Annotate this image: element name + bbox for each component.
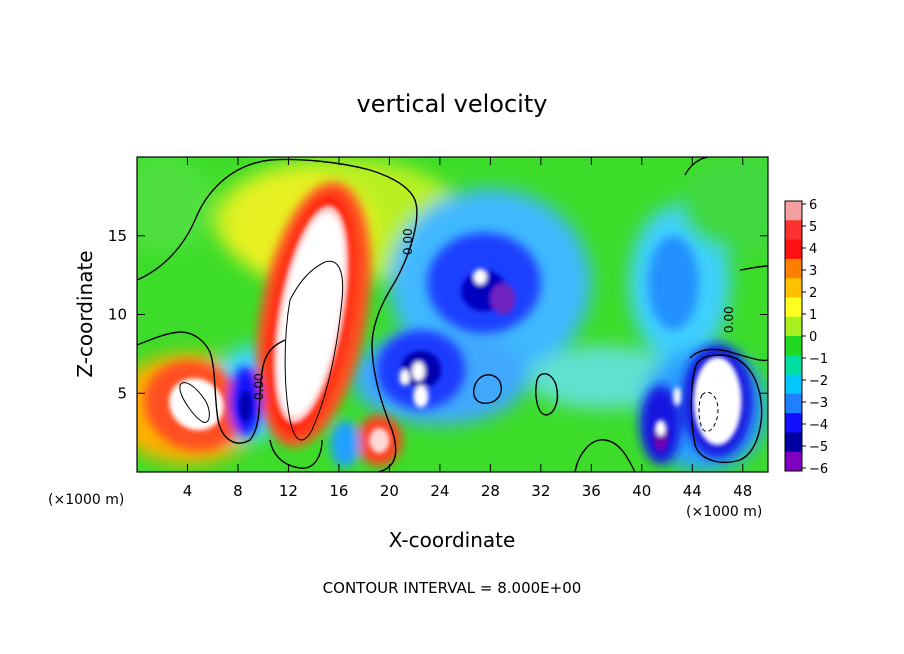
x-tick-label: 20	[380, 482, 399, 500]
field-blob	[169, 378, 224, 431]
colorbar-swatch	[785, 239, 802, 260]
field-blob	[693, 357, 742, 446]
colorbar-swatch	[785, 355, 802, 376]
contour-interval-note: CONTOUR INTERVAL = 8.000E+00	[323, 579, 582, 597]
contour-label-1: 0.00	[401, 228, 415, 255]
plot-area	[137, 157, 768, 472]
x-tick-label: 36	[582, 482, 601, 500]
field-blob	[490, 283, 516, 315]
contour-line	[137, 331, 286, 444]
colorbar-swatch	[785, 258, 802, 279]
x-unit-left: (×1000 m)	[48, 492, 124, 508]
contour-line	[739, 265, 768, 271]
x-tick-label: 4	[183, 482, 193, 500]
x-unit-right: (×1000 m)	[686, 504, 762, 520]
colorbar-label: −2	[809, 374, 828, 389]
chart-title: vertical velocity	[357, 90, 548, 118]
x-tick-label: 48	[733, 482, 752, 500]
x-tick-label: 24	[430, 482, 449, 500]
colorbar-label: 0	[809, 330, 817, 345]
colorbar-label: −1	[809, 352, 828, 367]
contour-line	[535, 373, 559, 416]
field-blob	[330, 420, 361, 468]
colorbar-swatch	[785, 220, 802, 241]
contour-line	[698, 391, 719, 432]
colorbar-swatch	[785, 201, 802, 221]
colorbar-swatch	[785, 316, 802, 337]
field-blob	[413, 385, 429, 408]
field-blob	[679, 157, 768, 252]
contour-line	[473, 374, 502, 404]
contour-label-2: 0.00	[252, 373, 266, 400]
colorbar-label: −3	[809, 396, 828, 411]
x-tick-label: 44	[683, 482, 702, 500]
field-core-layer	[169, 205, 742, 454]
contour-line	[137, 158, 418, 472]
colorbar-label: 1	[809, 308, 817, 323]
y-tick-label: 15	[108, 227, 127, 245]
colorbar-swatch	[785, 336, 802, 356]
contour-line	[574, 439, 636, 472]
contour-line	[179, 382, 210, 423]
colorbar-label: 5	[809, 220, 817, 235]
field-blob	[399, 369, 410, 386]
contour-label-3: 0.00	[722, 306, 736, 333]
x-tick-label: 28	[481, 482, 500, 500]
colorbar-label: 2	[809, 286, 817, 301]
colorbar-label: 3	[809, 264, 817, 279]
field-blob	[369, 427, 390, 454]
x-tick-label: 8	[233, 482, 243, 500]
field-blob	[412, 361, 425, 381]
field-blob	[655, 420, 666, 436]
colorbar: 6 5 4 3 2 1 0 −1 −2 −3 −4 −5 −6	[784, 198, 828, 477]
x-tick-label: 12	[279, 482, 298, 500]
y-axis-label: Z-coordinate	[73, 250, 97, 377]
colorbar-swatch	[785, 393, 802, 414]
field-blob	[278, 213, 344, 416]
x-tick-label: 32	[531, 482, 550, 500]
colorbar-swatch	[785, 297, 802, 318]
contour-labels: 0.00 0.00 0.00	[252, 228, 736, 400]
contour-line	[284, 260, 344, 441]
colorbar-swatch	[785, 374, 802, 395]
x-tick-label: 16	[329, 482, 348, 500]
colorbar-label: −5	[809, 440, 828, 455]
contour-line	[269, 439, 323, 469]
colorbar-swatch	[785, 432, 802, 453]
field-blob	[473, 268, 487, 285]
contour-line	[690, 354, 763, 463]
colorbar-label: 6	[809, 198, 817, 213]
colorbar-label: 4	[809, 242, 817, 257]
y-axis: 5 10 15	[108, 227, 768, 402]
x-axis-label: X-coordinate	[389, 528, 516, 552]
colorbar-swatch	[785, 278, 802, 298]
y-tick-label: 10	[108, 306, 127, 324]
field-blob	[528, 346, 680, 409]
x-tick-label: 40	[632, 482, 651, 500]
colorbar-label: −4	[809, 418, 828, 433]
vertical-velocity-field	[137, 157, 768, 472]
zero-contours	[137, 157, 768, 472]
colorbar-swatch	[785, 451, 802, 472]
field-blob	[239, 390, 252, 422]
field-blob	[673, 386, 681, 406]
field-blob	[137, 157, 213, 252]
x-axis: 4 8 12 16 20 24 28 32 36 40 44 48	[183, 157, 752, 500]
colorbar-label: −6	[809, 462, 828, 477]
contour-line	[689, 348, 768, 362]
colorbar-swatch	[785, 413, 802, 433]
y-tick-label: 5	[117, 384, 127, 402]
field-blob	[648, 235, 699, 331]
